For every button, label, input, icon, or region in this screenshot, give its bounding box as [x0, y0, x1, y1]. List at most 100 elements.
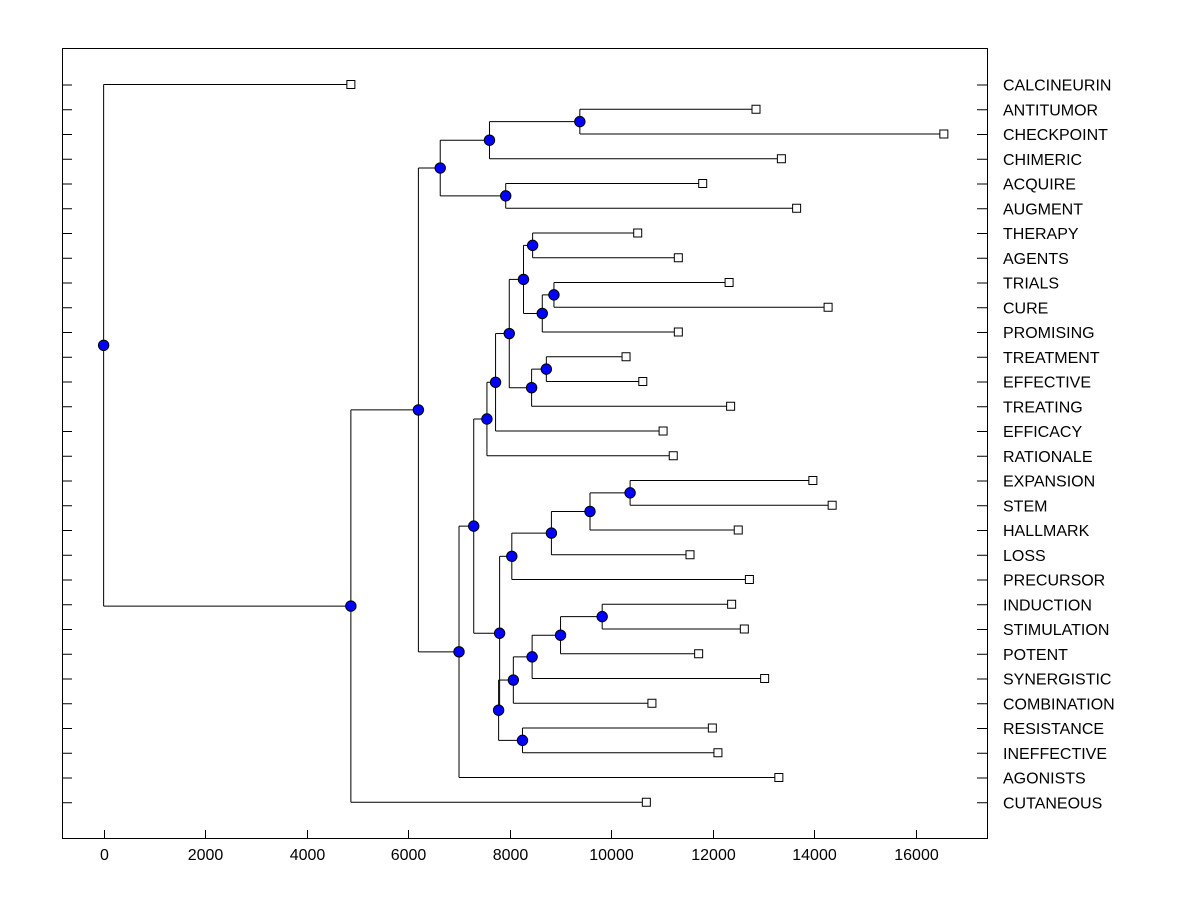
leaf-label: HALLMARK: [1003, 523, 1090, 540]
leaf-marker: [776, 154, 786, 164]
leaf-marker: [698, 179, 708, 188]
leaf-label: AGENTS: [1003, 251, 1069, 268]
x-axis: 0 2000 4000 6000 8000 10000 12000 14000 16000: [100, 830, 939, 864]
leaf-label: RATIONALE: [1003, 449, 1093, 466]
leaf-label: PROMISING: [1003, 325, 1095, 342]
leaf-label: ANTITUMOR: [1003, 102, 1098, 119]
leaf-label: EXPANSION: [1003, 474, 1095, 491]
leaf-label: INEFFECTIVE: [1003, 746, 1107, 763]
leaf-marker: [673, 327, 683, 337]
x-tick-label: 14000: [792, 847, 837, 864]
merge-node: [434, 162, 446, 174]
merge-node: [412, 404, 425, 416]
merge-node: [526, 239, 539, 252]
leaf-label: AGONISTS: [1003, 771, 1086, 788]
leaf-label: LOSS: [1003, 548, 1046, 565]
leaf-label: EFFICACY: [1003, 424, 1082, 441]
leaf-label: RESISTANCE: [1003, 721, 1104, 738]
leaf-label: CURE: [1003, 300, 1048, 317]
leaf-marker: [792, 203, 802, 213]
x-tick-label: 12000: [691, 847, 736, 864]
leaf-labels: CALCINEURIN ANTITUMOR CHECKPOINT CHIMERIC AC…: [1003, 78, 1115, 813]
leaf-marker: [733, 525, 743, 535]
merge-node: [525, 381, 538, 394]
merge-node: [540, 363, 553, 375]
x-tick-label: 6000: [391, 847, 427, 864]
x-tick-label: 2000: [188, 847, 224, 864]
leaf-marker: [673, 253, 683, 263]
leaf-markers: [346, 80, 949, 807]
leaf-marker: [685, 550, 695, 560]
leaf-marker: [668, 451, 678, 461]
x-tick-label: 4000: [290, 847, 326, 864]
merge-node: [503, 327, 515, 340]
merge-node: [596, 610, 608, 623]
leaf-label: CHIMERIC: [1003, 152, 1082, 169]
merge-node: [516, 734, 529, 747]
leaf-marker: [658, 426, 668, 436]
leaf-label: STEM: [1003, 498, 1047, 515]
leaf-marker: [744, 575, 754, 584]
leaf-label: POTENT: [1003, 647, 1068, 664]
merge-node: [481, 413, 493, 425]
leaf-marker: [751, 104, 761, 114]
leaf-label: PRECURSOR: [1003, 573, 1105, 590]
merge-nodes: [97, 115, 636, 747]
leaf-label: COMBINATION: [1003, 696, 1115, 713]
plot-frame: [62, 48, 988, 839]
x-tick-label: 8000: [493, 847, 529, 864]
merge-node: [489, 376, 502, 388]
leaf-label: EFFECTIVE: [1003, 375, 1091, 392]
leaf-marker: [774, 773, 784, 782]
merge-node: [507, 674, 520, 686]
merge-node: [345, 600, 357, 612]
leaf-label: CUTANEOUS: [1003, 795, 1102, 812]
x-tick-label: 10000: [589, 847, 634, 864]
leaf-label: SYNERGISTIC: [1003, 672, 1111, 689]
merge-node: [526, 651, 538, 663]
leaf-marker: [939, 129, 949, 139]
x-tick-label: 16000: [894, 847, 939, 864]
leaf-marker: [726, 401, 736, 411]
merge-node: [545, 527, 558, 539]
merge-node: [468, 520, 480, 532]
leaf-marker: [713, 748, 723, 758]
dendrogram-links: [103, 84, 944, 803]
leaf-marker: [827, 500, 837, 510]
leaf-label: THERAPY: [1003, 226, 1079, 243]
leaf-label: ACQUIRE: [1003, 177, 1076, 194]
leaf-marker: [823, 302, 833, 312]
merge-node: [584, 505, 596, 518]
merge-node: [548, 289, 560, 301]
merge-node: [536, 307, 548, 320]
leaf-marker: [739, 624, 749, 634]
leaf-label: TREATMENT: [1003, 350, 1100, 367]
leaf-marker: [621, 352, 631, 362]
leaf-marker: [647, 698, 657, 708]
leaf-marker: [707, 723, 717, 733]
leaf-label: AUGMENT: [1003, 201, 1083, 218]
x-tick-label: 0: [100, 847, 109, 864]
leaf-marker: [641, 797, 651, 807]
merge-node: [500, 190, 512, 202]
leaf-label: CALCINEURIN: [1003, 78, 1111, 95]
leaf-marker: [760, 674, 770, 683]
leaf-label: TRIALS: [1003, 276, 1059, 293]
leaf-marker: [724, 278, 734, 287]
y-tick-marks: [62, 84, 987, 804]
merge-node: [506, 550, 518, 562]
leaf-marker: [638, 377, 648, 386]
merge-node: [453, 646, 465, 658]
merge-node: [492, 704, 505, 716]
merge-node: [554, 629, 567, 641]
leaf-label: INDUCTION: [1003, 597, 1092, 614]
leaf-label: CHECKPOINT: [1003, 127, 1108, 144]
merge-node: [483, 134, 496, 146]
leaf-marker: [808, 476, 818, 485]
merge-node: [517, 273, 530, 286]
leaf-marker: [346, 80, 356, 89]
leaf-marker: [727, 599, 737, 609]
merge-node: [97, 339, 110, 351]
leaf-label: STIMULATION: [1003, 622, 1109, 639]
